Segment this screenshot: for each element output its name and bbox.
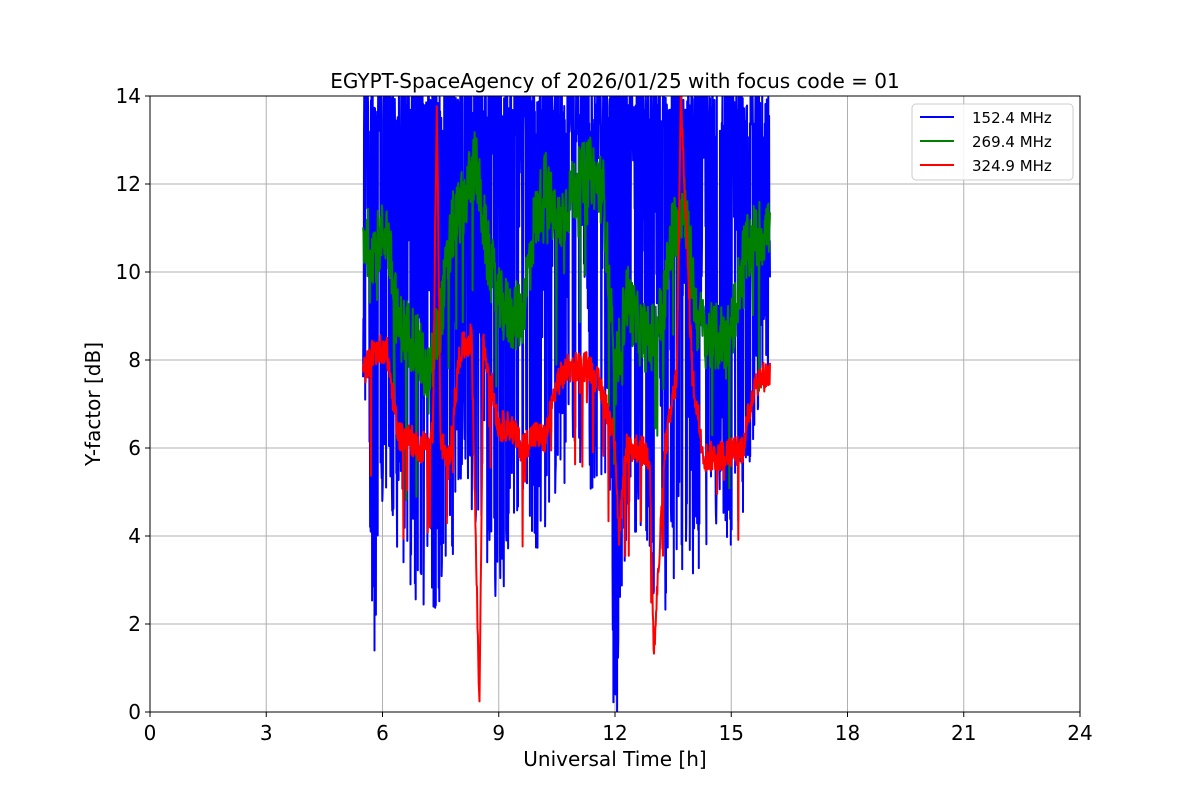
x-tick-label: 21 <box>951 721 976 745</box>
x-axis: 0 3 6 9 12 15 18 21 24 <box>144 712 1093 745</box>
y-tick-label: 6 <box>128 436 141 460</box>
legend-label: 324.9 MHz <box>972 157 1052 175</box>
series-269-4-mhz-line-group <box>362 131 771 501</box>
x-tick-label: 9 <box>492 721 505 745</box>
legend: 152.4 MHz 269.4 MHz 324.9 MHz <box>911 103 1074 181</box>
y-axis: 0 2 4 6 8 10 12 14 <box>116 84 150 724</box>
series-layer <box>362 96 771 712</box>
legend-box <box>911 103 1074 181</box>
y-tick-label: 4 <box>128 524 141 548</box>
y-tick-label: 14 <box>116 84 141 108</box>
x-tick-label: 18 <box>835 721 860 745</box>
x-axis-label: Universal Time [h] <box>523 747 706 771</box>
x-tick-label: 0 <box>144 721 157 745</box>
y-tick-label: 10 <box>116 260 141 284</box>
y-tick-label: 0 <box>128 700 141 724</box>
series-324-9-mhz-line <box>362 96 771 703</box>
series-324-9-mhz-line-group <box>362 96 771 712</box>
legend-label: 152.4 MHz <box>972 109 1052 127</box>
x-tick-label: 15 <box>719 721 744 745</box>
x-tick-label: 24 <box>1067 721 1092 745</box>
y-tick-label: 12 <box>116 172 141 196</box>
legend-label: 269.4 MHz <box>972 133 1052 151</box>
x-tick-label: 3 <box>260 721 273 745</box>
series-152-4-mhz-line <box>362 96 771 712</box>
series-269-4-mhz-line <box>362 131 771 501</box>
y-tick-label: 2 <box>128 612 141 636</box>
y-axis-label: Y-factor [dB] <box>81 342 105 467</box>
y-tick-label: 8 <box>128 348 141 372</box>
x-tick-label: 12 <box>602 721 627 745</box>
x-tick-label: 6 <box>376 721 389 745</box>
chart-title: EGYPT-SpaceAgency of 2026/01/25 with foc… <box>330 69 899 93</box>
